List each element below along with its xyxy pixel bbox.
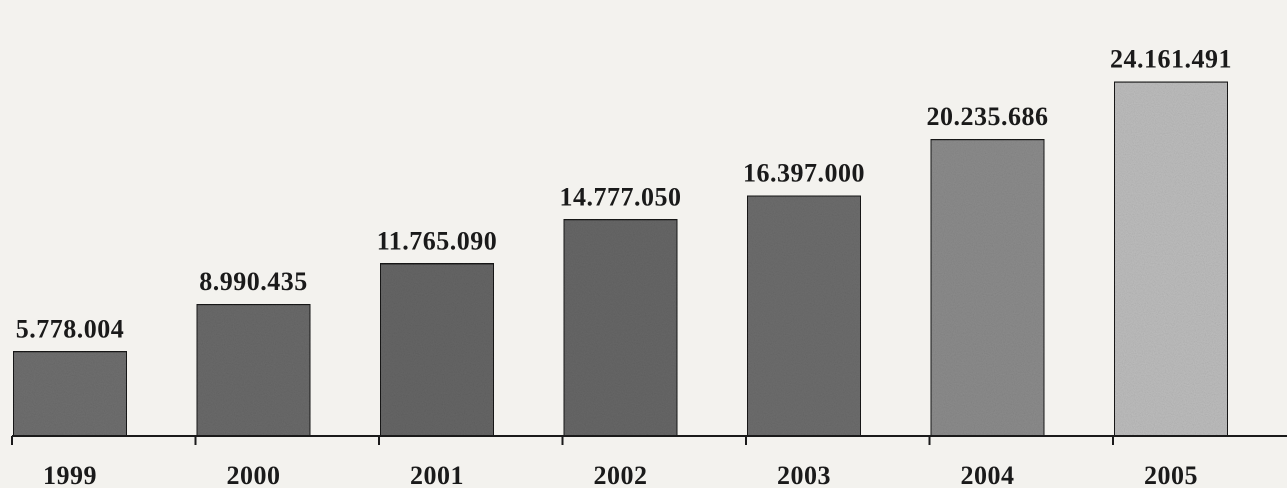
- x-tick-label-2002: 2002: [594, 461, 648, 488]
- x-tick-label-2004: 2004: [961, 461, 1015, 488]
- x-axis-tick-labels: 1999 2000 2001 2002 2003 2004 2005: [43, 461, 1198, 488]
- bar-1999: [12, 350, 128, 438]
- bar-value-label-2004: 20.235.686: [927, 102, 1049, 131]
- bar-2001: [379, 262, 495, 437]
- bar-value-label-2003: 16.397.000: [743, 159, 865, 188]
- x-tick-label-2001: 2001: [410, 461, 464, 488]
- x-axis-ticks: [11, 436, 1114, 445]
- bar-2000: [195, 303, 312, 437]
- bar-value-label-2005: 24.161.491: [1110, 45, 1232, 74]
- x-tick-label-2005: 2005: [1144, 461, 1198, 488]
- bar-value-label-2002: 14.777.050: [560, 182, 682, 211]
- bars-group: [12, 80, 1229, 438]
- bar-2003: [746, 194, 862, 437]
- bar-2005: [1113, 80, 1229, 437]
- bar-2002: [562, 218, 679, 437]
- bar-value-label-2000: 8.990.435: [199, 267, 308, 296]
- x-tick-label-2003: 2003: [777, 461, 831, 488]
- bar-2004: [929, 138, 1046, 438]
- x-tick-label-1999: 1999: [43, 461, 97, 488]
- value-labels-group: 5.778.004 8.990.435 11.765.090 14.777.050 16…: [16, 45, 1232, 344]
- bar-value-label-1999: 5.778.004: [16, 314, 125, 343]
- x-tick-label-2000: 2000: [227, 461, 281, 488]
- bar-value-label-2001: 11.765.090: [377, 226, 498, 255]
